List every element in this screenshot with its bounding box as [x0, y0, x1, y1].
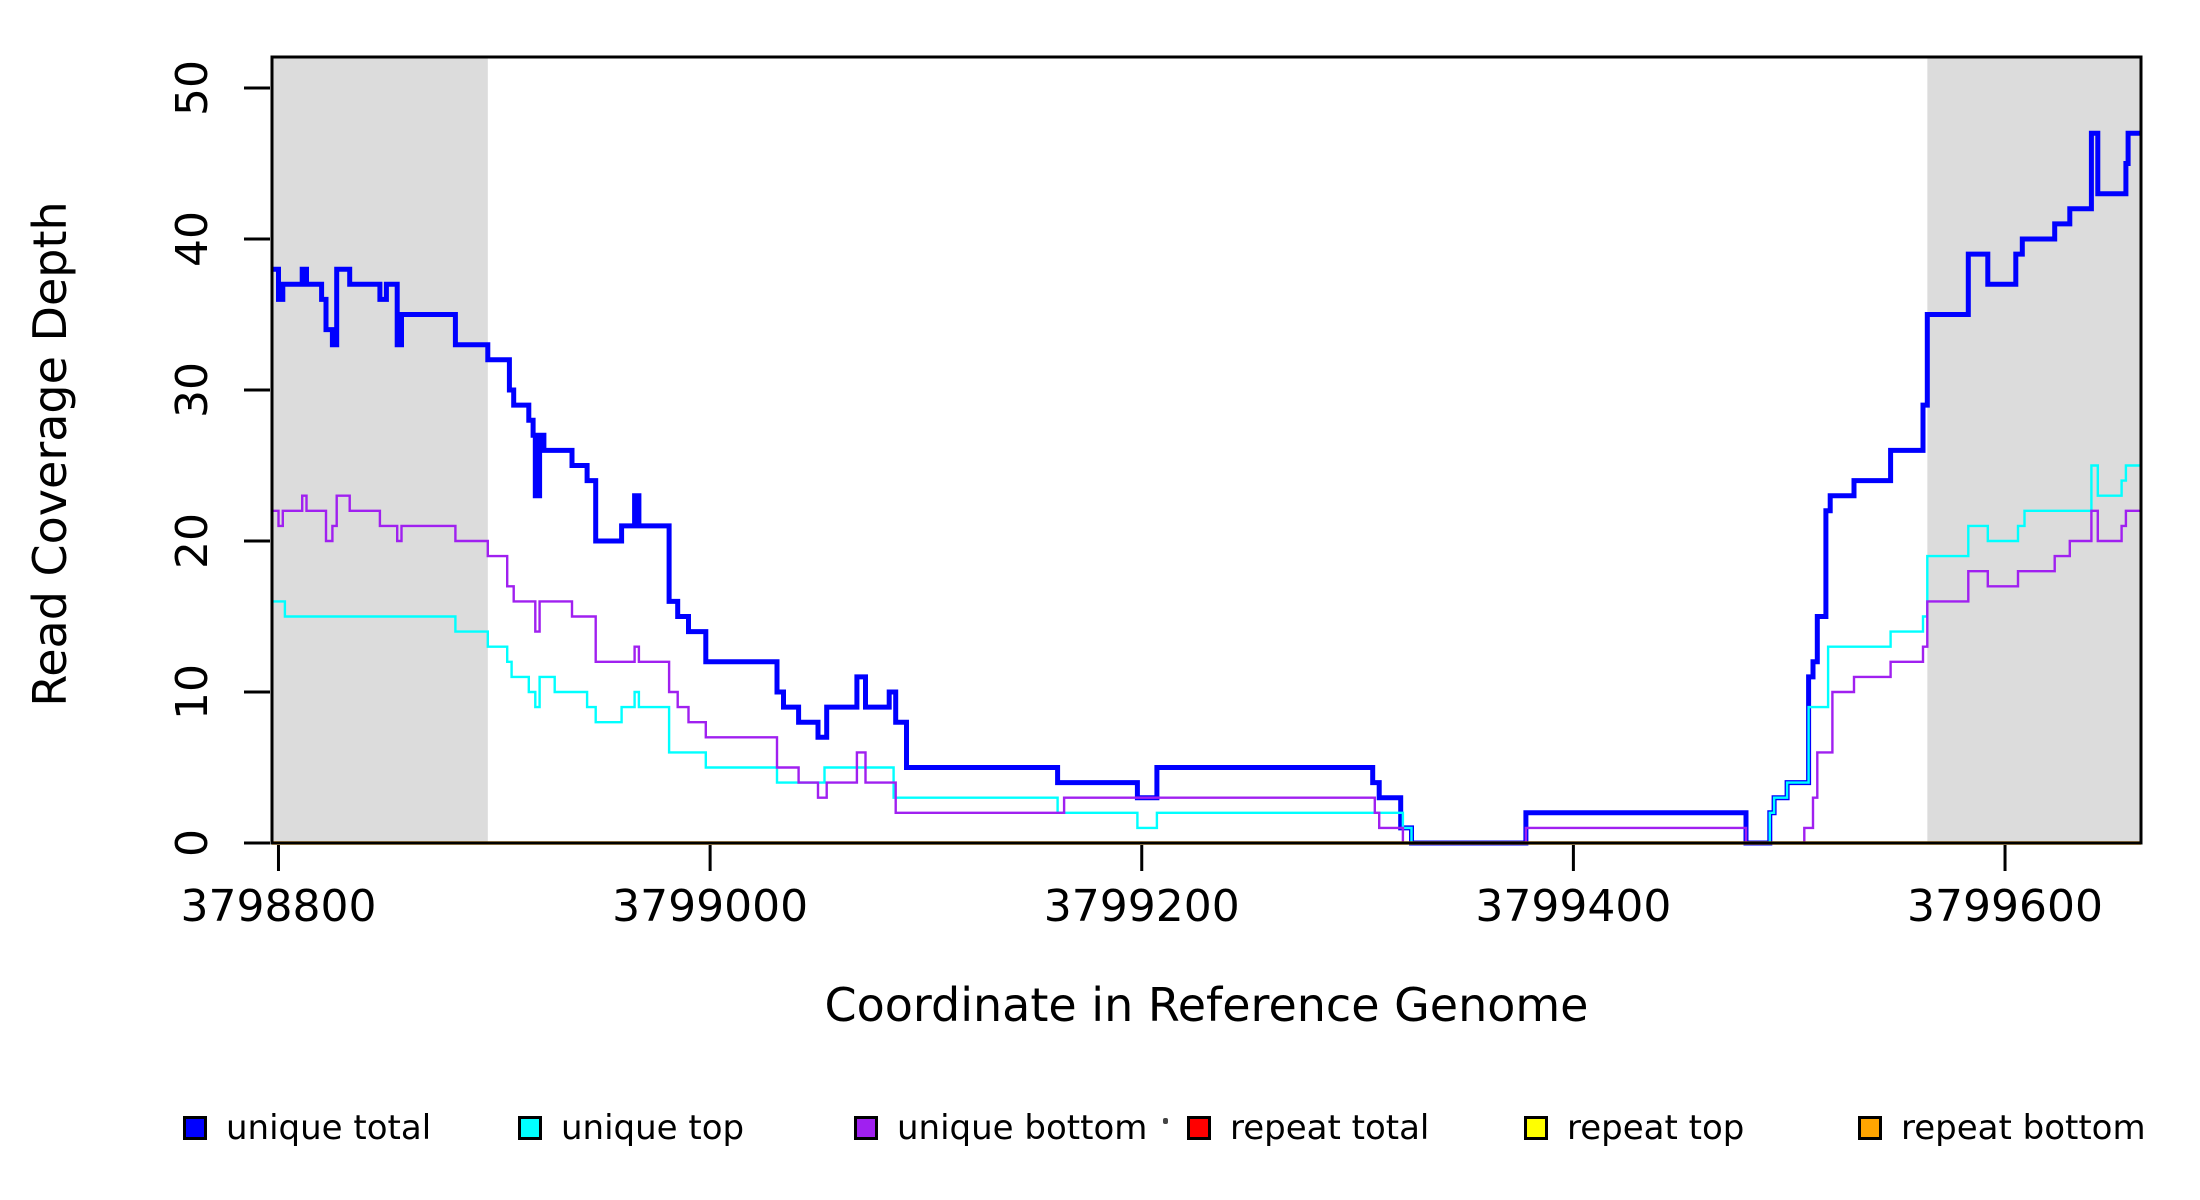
shaded-region — [1927, 57, 2141, 843]
x-tick-label: 3799000 — [612, 881, 808, 932]
legend: unique total unique top unique bottom re… — [0, 1100, 2200, 1156]
y-tick-label: 10 — [167, 664, 218, 720]
legend-item-repeat-total: repeat total — [1187, 1100, 1429, 1156]
legend-item-unique-top: unique top — [518, 1100, 744, 1156]
x-axis-title: Coordinate in Reference Genome — [824, 978, 1589, 1032]
chart-canvas: 3798800 3799000 3799200 3799400 3799600 0 10 20… — [167, 55, 2143, 932]
legend-swatch-unique-total — [183, 1116, 207, 1140]
y-tick-label: 30 — [167, 362, 218, 418]
legend-swatch-repeat-bottom — [1858, 1116, 1882, 1140]
legend-label-repeat-bottom: repeat bottom — [1901, 1108, 2146, 1148]
x-tick-label: 3799200 — [1044, 881, 1240, 932]
x-tick-label: 3798800 — [180, 881, 376, 932]
series-line-unique-bottom — [272, 494, 2141, 845]
shaded-region — [272, 57, 488, 843]
series-line-unique-total — [272, 130, 2141, 846]
legend-item-unique-total: unique total — [183, 1100, 431, 1156]
x-tick-label: 3799600 — [1907, 881, 2103, 932]
series-line-unique-top — [272, 464, 2141, 845]
legend-label-unique-total: unique total — [226, 1108, 432, 1148]
legend-label-unique-bottom: unique bottom — [897, 1108, 1148, 1148]
legend-item-repeat-top: repeat top — [1524, 1100, 1744, 1156]
y-tick-label: 50 — [167, 60, 218, 116]
stray-dot — [1163, 1118, 1168, 1124]
legend-swatch-unique-top — [518, 1116, 542, 1140]
x-tick-label: 3799400 — [1475, 881, 1671, 932]
y-tick-label: 0 — [167, 829, 218, 857]
y-axis-title: Read Coverage Depth — [23, 201, 77, 707]
legend-label-unique-top: unique top — [561, 1108, 745, 1148]
legend-item-unique-bottom: unique bottom — [854, 1100, 1147, 1156]
plot-box — [270, 55, 2143, 845]
legend-swatch-repeat-top — [1524, 1116, 1548, 1140]
y-tick-label: 20 — [167, 513, 218, 569]
legend-swatch-unique-bottom — [854, 1116, 878, 1140]
legend-label-repeat-top: repeat top — [1567, 1108, 1745, 1148]
legend-item-repeat-bottom: repeat bottom — [1858, 1100, 2146, 1156]
y-tick-label: 40 — [167, 211, 218, 267]
legend-swatch-repeat-total — [1187, 1116, 1211, 1140]
legend-label-repeat-total: repeat total — [1230, 1108, 1430, 1148]
